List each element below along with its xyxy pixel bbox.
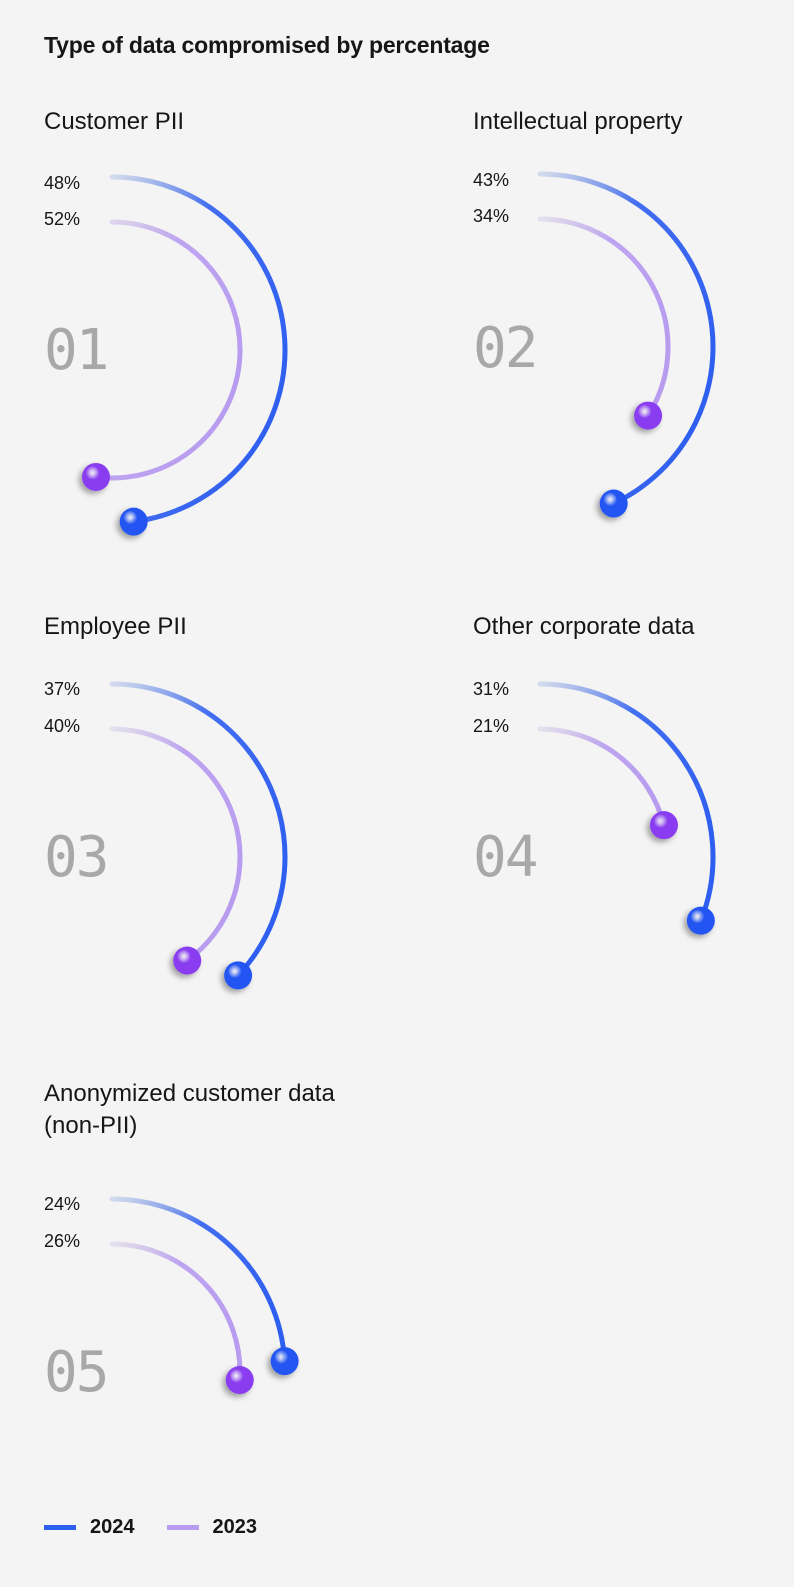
series-2023-marker (225, 1366, 254, 1395)
series-2024-marker (270, 1347, 299, 1376)
panel-label: Other corporate data (473, 613, 695, 640)
chart-title: Type of data compromised by percentage (44, 32, 490, 58)
series-2024-arc (109, 681, 288, 978)
radial-arcs (537, 681, 716, 935)
radial-arcs (109, 1196, 299, 1395)
panel-intellectual-property: Intellectual property 43% 34% 02 (473, 106, 794, 586)
panel-label: Employee PII (44, 613, 187, 640)
panel-index: 01 (44, 318, 109, 383)
radial-arcs (81, 174, 288, 536)
series-2024-marker (599, 489, 628, 518)
series-2023-marker (634, 401, 663, 430)
panel-label: Intellectual property (473, 108, 683, 135)
panel-employee-pii: Employee PII 37% 40% 03 (44, 611, 384, 1091)
value-2024: 24% (44, 1194, 81, 1214)
legend-item-2024: 2024 (44, 1516, 135, 1539)
series-2024-arc (537, 681, 716, 924)
series-2024-marker (224, 961, 253, 990)
series-2024-marker (686, 906, 715, 935)
series-2023-arc (537, 216, 671, 419)
value-2024: 43% (473, 170, 510, 190)
value-2023: 34% (473, 206, 510, 226)
panel-customer-pii: Customer PII 48% 52% 01 (44, 106, 384, 586)
series-2024-marker (119, 507, 148, 536)
legend-label: 2024 (90, 1516, 135, 1538)
value-2024: 48% (44, 173, 81, 193)
panel-index: 04 (473, 825, 538, 890)
value-2023: 40% (44, 716, 81, 736)
panel-other-corporate-data: Other corporate data 31% 21% 04 (473, 611, 794, 1091)
series-2023-marker (173, 946, 202, 975)
value-2023: 21% (473, 716, 510, 736)
value-2023: 52% (44, 209, 81, 229)
panel-anonymized-customer-data: Anonymized customer data (non-PII) 24% 2… (44, 1078, 384, 1558)
value-2023: 26% (44, 1231, 81, 1251)
legend-swatch-2024 (44, 1525, 76, 1530)
panel-index: 02 (473, 316, 538, 381)
series-2023-marker (81, 462, 110, 491)
legend-item-2023: 2023 (166, 1516, 258, 1539)
series-2023-arc (109, 726, 243, 964)
radial-arcs (537, 171, 716, 518)
panel-index: 05 (44, 1340, 109, 1405)
panel-label: Customer PII (44, 108, 185, 135)
value-2024: 37% (44, 679, 81, 699)
series-2023-marker (649, 811, 678, 840)
series-2024-arc (109, 1196, 288, 1364)
series-2024-arc (109, 174, 288, 525)
series-2023-arc (93, 219, 243, 481)
panel-label: Anonymized customer data (non-PII) (44, 1080, 335, 1139)
series-2024-arc (537, 171, 716, 507)
series-2023-arc (109, 1241, 243, 1383)
legend-label: 2023 (212, 1516, 258, 1538)
series-2023-arc (537, 726, 667, 828)
value-2024: 31% (473, 679, 510, 699)
legend: 2024 2023 (44, 1516, 289, 1539)
panel-index: 03 (44, 825, 109, 890)
radial-arcs (109, 681, 288, 990)
legend-swatch-2023 (166, 1525, 199, 1530)
